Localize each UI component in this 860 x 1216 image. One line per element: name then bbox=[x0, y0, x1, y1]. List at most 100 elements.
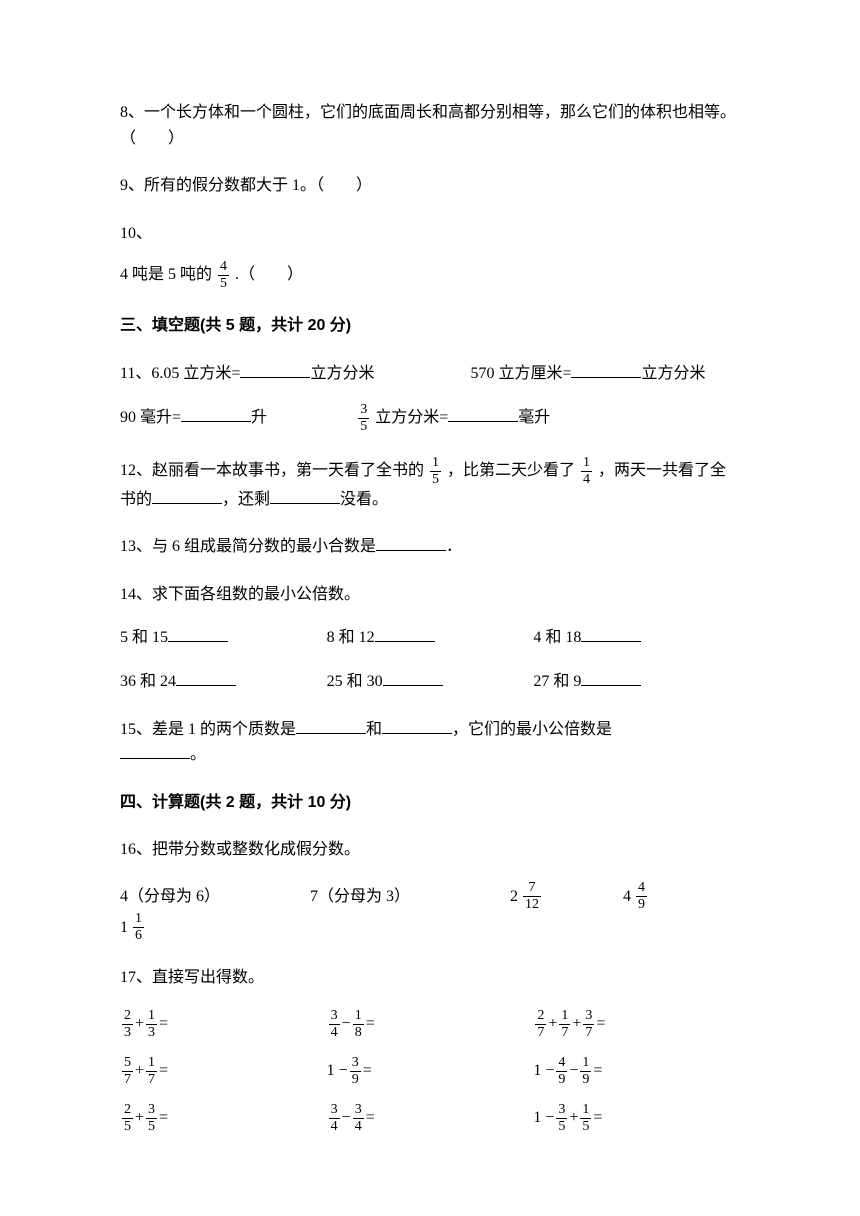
q12-frac2: 1 4 bbox=[581, 456, 592, 487]
q10-frac-den: 5 bbox=[218, 276, 229, 291]
q12-b: ，比第二天少看了 bbox=[447, 462, 575, 479]
q14-b2[interactable] bbox=[375, 626, 435, 642]
q11-c: 90 毫升= bbox=[120, 409, 181, 426]
calc-frac: 27 bbox=[535, 1009, 546, 1040]
question-8: 8、一个长方体和一个圆柱，它们的底面周长和高都分别相等，那么它们的体积也相等。（… bbox=[120, 100, 740, 151]
q12-f1n: 1 bbox=[430, 456, 441, 472]
question-10: 10、 4 吨是 5 吨的 4 5 .（ ） bbox=[120, 221, 740, 292]
question-9: 9、所有的假分数都大于 1。（ ） bbox=[120, 173, 740, 199]
q14-i2: 8 和 12 bbox=[327, 629, 375, 646]
calc-frac: 17 bbox=[146, 1056, 157, 1087]
q16-b: 7（分母为 3） bbox=[310, 884, 410, 910]
q15-b: 和 bbox=[366, 721, 382, 738]
calc-frac: 34 bbox=[353, 1103, 364, 1134]
q16-d: 4 49 bbox=[623, 881, 649, 912]
calc-frac: 23 bbox=[122, 1009, 133, 1040]
calc-frac: 34 bbox=[329, 1009, 340, 1040]
q11-c-unit: 升 bbox=[251, 409, 267, 426]
q14-b1[interactable] bbox=[168, 626, 228, 642]
q16-d-n: 4 bbox=[636, 881, 647, 897]
q14-b6[interactable] bbox=[581, 670, 641, 686]
q12-f2n: 1 bbox=[581, 456, 592, 472]
q17-expr: 1 − 49 − 19 = bbox=[533, 1056, 740, 1087]
question-14: 14、求下面各组数的最小公倍数。 5 和 15 8 和 12 4 和 18 36… bbox=[120, 582, 740, 695]
q14-i5: 25 和 30 bbox=[327, 673, 383, 690]
q17-expr: 27 + 17 + 37 = bbox=[533, 1009, 740, 1040]
calc-frac: 37 bbox=[583, 1009, 594, 1040]
calc-frac: 18 bbox=[353, 1009, 364, 1040]
q10-fraction: 4 5 bbox=[218, 260, 229, 291]
q11-blank-a[interactable] bbox=[240, 362, 310, 378]
calc-frac: 13 bbox=[146, 1009, 157, 1040]
q12-e: 没看。 bbox=[340, 491, 388, 508]
q11-blank-d[interactable] bbox=[448, 406, 518, 422]
section-4-header: 四、计算题(共 2 题，共计 10 分) bbox=[120, 790, 740, 816]
question-10-label: 10、 bbox=[120, 221, 740, 247]
q10-suffix: .（ ） bbox=[235, 267, 303, 284]
q12-frac1: 1 5 bbox=[430, 456, 441, 487]
q17-text: 17、直接写出得数。 bbox=[120, 965, 740, 991]
q15-d: 。 bbox=[190, 746, 206, 763]
q17-row: 23 + 13 =34 − 18 =27 + 17 + 37 = bbox=[120, 1009, 740, 1040]
q14-b3[interactable] bbox=[581, 626, 641, 642]
question-12: 12、赵丽看一本故事书，第一天看了全书的 1 5 ，比第二天少看了 1 4 ，两… bbox=[120, 456, 740, 513]
q12-f1d: 5 bbox=[430, 472, 441, 487]
q14-row2: 36 和 24 25 和 30 27 和 9 bbox=[120, 669, 740, 695]
q15-blank2[interactable] bbox=[382, 718, 452, 734]
calc-frac: 39 bbox=[350, 1056, 361, 1087]
q17-expr: 34 − 34 = bbox=[327, 1103, 534, 1134]
q17-row: 57 + 17 =1 − 39 =1 − 49 − 19 = bbox=[120, 1056, 740, 1087]
q12-blank1[interactable] bbox=[152, 488, 222, 504]
calc-frac: 49 bbox=[556, 1056, 567, 1087]
q16-e-d: 6 bbox=[133, 928, 144, 943]
q14-i3: 4 和 18 bbox=[533, 629, 581, 646]
q16-a: 4（分母为 6） bbox=[120, 884, 220, 910]
question-17: 17、直接写出得数。 23 + 13 =34 − 18 =27 + 17 + 3… bbox=[120, 965, 740, 1134]
q11-d-post: 毫升 bbox=[518, 409, 550, 426]
calc-frac: 34 bbox=[329, 1103, 340, 1134]
q12-blank2[interactable] bbox=[270, 488, 340, 504]
calc-frac: 57 bbox=[122, 1056, 133, 1087]
question-11: 11、6.05 立方米=立方分米 570 立方厘米=立方分米 90 毫升=升 3… bbox=[120, 361, 740, 434]
q17-row: 25 + 35 =34 − 34 =1 − 35 + 15 = bbox=[120, 1103, 740, 1134]
q11-d-num: 3 bbox=[358, 403, 369, 419]
q16-d-whole: 4 bbox=[623, 884, 631, 910]
q11-blank-c[interactable] bbox=[181, 406, 251, 422]
q17-expr: 1 − 35 + 15 = bbox=[533, 1103, 740, 1134]
q16-d-d: 9 bbox=[636, 897, 647, 912]
calc-frac: 35 bbox=[556, 1103, 567, 1134]
question-13: 13、与 6 组成最简分数的最小合数是 ． bbox=[120, 534, 740, 560]
q10-frac-num: 4 bbox=[218, 260, 229, 276]
q16-e: 1 16 bbox=[120, 912, 146, 943]
q17-expr: 57 + 17 = bbox=[120, 1056, 327, 1087]
q16-text: 16、把带分数或整数化成假分数。 bbox=[120, 837, 740, 863]
q16-c-d: 12 bbox=[523, 897, 541, 912]
q14-b4[interactable] bbox=[176, 670, 236, 686]
calc-frac: 35 bbox=[146, 1103, 157, 1134]
q14-text: 14、求下面各组数的最小公倍数。 bbox=[120, 582, 740, 608]
q13-blank[interactable] bbox=[376, 535, 446, 551]
q12-d: ，还剩 bbox=[222, 491, 270, 508]
q14-i1: 5 和 15 bbox=[120, 629, 168, 646]
q11-b: 570 立方厘米= bbox=[470, 365, 571, 382]
q11-d-pre: 立方分米= bbox=[375, 409, 448, 426]
calc-frac: 15 bbox=[580, 1103, 591, 1134]
q14-i6: 27 和 9 bbox=[533, 673, 581, 690]
q15-a: 15、差是 1 的两个质数是 bbox=[120, 721, 296, 738]
q13-b: ． bbox=[446, 538, 462, 555]
calc-frac: 25 bbox=[122, 1103, 133, 1134]
q17-expr: 23 + 13 = bbox=[120, 1009, 327, 1040]
q11-d-fraction: 3 5 bbox=[358, 403, 369, 434]
q16-e-n: 1 bbox=[133, 912, 144, 928]
q11-a-unit: 立方分米 bbox=[310, 365, 374, 382]
q15-blank3[interactable] bbox=[120, 743, 190, 759]
q16-c: 2 712 bbox=[510, 881, 543, 912]
q11-blank-b[interactable] bbox=[571, 362, 641, 378]
calc-frac: 17 bbox=[559, 1009, 570, 1040]
q16-c-whole: 2 bbox=[510, 884, 518, 910]
q10-prefix: 4 吨是 5 吨的 bbox=[120, 267, 212, 284]
q15-blank1[interactable] bbox=[296, 718, 366, 734]
q14-row1: 5 和 15 8 和 12 4 和 18 bbox=[120, 625, 740, 651]
q14-b5[interactable] bbox=[383, 670, 443, 686]
q13-a: 13、与 6 组成最简分数的最小合数是 bbox=[120, 538, 376, 555]
